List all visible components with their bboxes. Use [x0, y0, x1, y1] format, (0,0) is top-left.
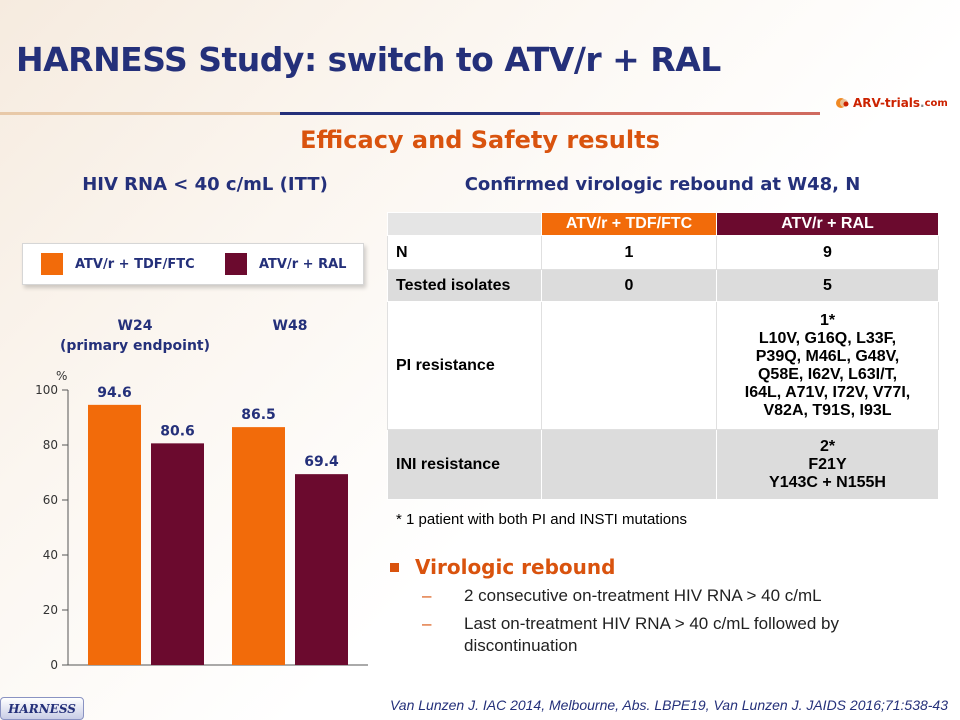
legend-item-tdf: ATV/r + TDF/FTC [41, 253, 195, 275]
bar-w24-series-1 [88, 404, 141, 665]
chart-heading: HIV RNA < 40 c/mL (ITT) [82, 174, 328, 195]
bullet-title: Virologic rebound [415, 555, 616, 579]
list-item-line: discontinuation [464, 636, 578, 655]
cell-tdf [541, 301, 717, 430]
logo-dot: . [920, 96, 925, 110]
row-label: PI resistance [387, 301, 542, 430]
bar-w48-series-1 [232, 427, 285, 665]
table-corner-cell [387, 212, 542, 236]
row-label: Tested isolates [387, 269, 542, 302]
legend-swatch-maroon [225, 253, 247, 275]
title-divider [0, 112, 280, 115]
period-label-text: W24 [117, 318, 153, 334]
cell-line: P39Q, M46L, G48V, [755, 347, 900, 365]
data-label: 69.4 [304, 454, 339, 470]
row-label: N [387, 235, 542, 270]
cell-ral: 9 [716, 235, 939, 270]
cell-tdf [541, 429, 717, 500]
list-item-text: 2 consecutive on-treatment HIV RNA > 40 … [464, 585, 822, 607]
data-label: 94.6 [97, 385, 132, 401]
legend-label: ATV/r + RAL [259, 256, 347, 272]
chart-legend: ATV/r + TDF/FTC ATV/r + RAL [22, 243, 364, 285]
legend-label: ATV/r + TDF/FTC [75, 256, 195, 272]
logo-swirl-icon [836, 98, 849, 108]
cell-ral: 1* L10V, G16Q, L33F, P39Q, M46L, G48V, Q… [716, 301, 939, 430]
cell-line: Q58E, I62V, L63I/T, [757, 365, 898, 383]
cell-line: 2* [819, 437, 836, 455]
table-row: PI resistance 1* L10V, G16Q, L33F, P39Q,… [387, 301, 939, 430]
title-divider [280, 112, 540, 115]
table-footnote: * 1 patient with both PI and INSTI mutat… [396, 511, 687, 528]
data-label: 86.5 [241, 407, 276, 423]
bullet-heading: Virologic rebound [388, 555, 948, 579]
table-row: N 1 9 [387, 235, 939, 270]
legend-swatch-orange [41, 253, 63, 275]
period-label-note: (primary endpoint) [59, 338, 211, 354]
arv-trials-logo: ARV-trials. com [835, 94, 948, 112]
rebound-table: ATV/r + TDF/FTC ATV/r + RAL N 1 9 Tested… [387, 212, 939, 500]
logo-brand: ARV-trials [853, 96, 921, 110]
bar-w24-series-2 [151, 443, 204, 665]
y-tick-label: 40 [43, 548, 58, 562]
period-label-w24: W24 (primary endpoint) [50, 316, 220, 356]
cell-ral: 2* F21Y Y143C + N155H [716, 429, 939, 500]
title-divider [540, 112, 820, 115]
bar-chart: % 0 20 40 60 80 100 94.6 80.6 86.5 69.4 [35, 369, 368, 672]
cell-line: Y143C + N155H [769, 473, 886, 491]
cell-tdf: 0 [541, 269, 717, 302]
cell-ral: 5 [716, 269, 939, 302]
y-tick-label: 20 [43, 603, 58, 617]
logo-tld: com [924, 97, 948, 109]
y-tick-label: 100 [35, 383, 58, 397]
table-row: INI resistance 2* F21Y Y143C + N155H [387, 429, 939, 500]
legend-item-ral: ATV/r + RAL [225, 253, 346, 275]
y-tick-label: 0 [50, 658, 58, 672]
y-tick-label: 80 [43, 438, 58, 452]
dash-bullet-icon [388, 613, 464, 657]
page-title: HARNESS Study: switch to ATV/r + RAL [16, 40, 721, 79]
square-bullet-icon [390, 562, 399, 572]
virologic-rebound-definition: Virologic rebound 2 consecutive on-treat… [388, 555, 948, 657]
bar-w48-series-2 [295, 474, 348, 665]
cell-line: F21Y [808, 455, 847, 473]
cell-line: 1* [819, 311, 836, 329]
list-item-line: 2 consecutive on-treatment HIV RNA > 40 … [464, 586, 822, 605]
citation: Van Lunzen J. IAC 2014, Melbourne, Abs. … [389, 697, 948, 713]
list-item: Last on-treatment HIV RNA > 40 c/mL foll… [388, 613, 948, 657]
cell-line: V82A, T91S, I93L [763, 401, 892, 419]
row-label: INI resistance [387, 429, 542, 500]
cell-line: I64L, A71V, I72V, V77I, [744, 383, 911, 401]
data-label: 80.6 [160, 423, 195, 439]
table-header-ral: ATV/r + RAL [716, 212, 939, 236]
cell-tdf: 1 [541, 235, 717, 270]
table-header-tdf: ATV/r + TDF/FTC [541, 212, 717, 236]
section-subtitle: Efficacy and Safety results [300, 126, 660, 154]
table-heading: Confirmed virologic rebound at W48, N [464, 174, 861, 195]
period-label-w48: W48 [272, 318, 308, 334]
list-item-line: Last on-treatment HIV RNA > 40 c/mL foll… [464, 614, 839, 633]
table-row: Tested isolates 0 5 [387, 269, 939, 302]
dash-bullet-icon [388, 585, 464, 607]
y-axis-unit: % [56, 369, 67, 383]
harness-badge: HARNESS [0, 697, 84, 720]
y-tick-label: 60 [43, 493, 58, 507]
list-item-text: Last on-treatment HIV RNA > 40 c/mL foll… [464, 613, 839, 657]
list-item: 2 consecutive on-treatment HIV RNA > 40 … [388, 585, 948, 607]
cell-line: L10V, G16Q, L33F, [758, 329, 897, 347]
